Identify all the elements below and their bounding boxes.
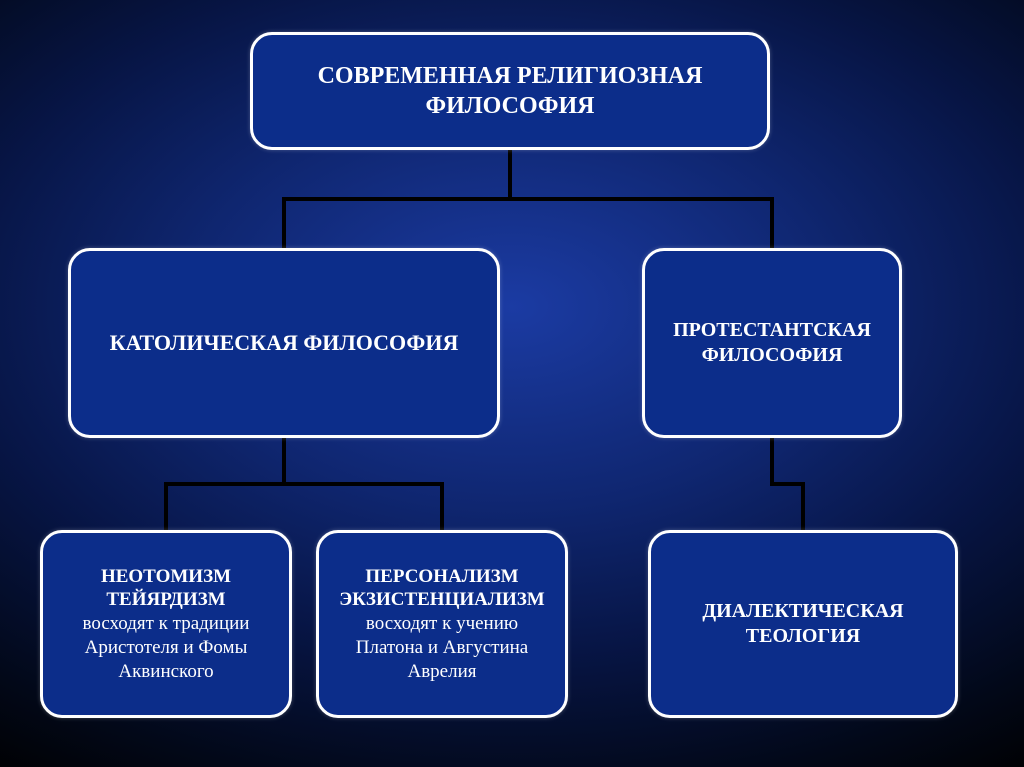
node-text-line: ПРОТЕСТАНТСКАЯ <box>673 318 871 343</box>
node-leaf2: ПЕРСОНАЛИЗМЭКЗИСТЕНЦИАЛИЗМвосходят к уче… <box>316 530 568 718</box>
node-text-line: ФИЛОСОФИЯ <box>702 343 843 368</box>
node-text-line: Аврелия <box>407 660 476 684</box>
connector-path <box>772 484 803 530</box>
node-text-line: ФИЛОСОФИЯ <box>425 91 594 121</box>
node-root: СОВРЕМЕННАЯ РЕЛИГИОЗНАЯФИЛОСОФИЯ <box>250 32 770 150</box>
node-text-line: НЕОТОМИЗМ <box>101 565 231 589</box>
node-text-line: ПЕРСОНАЛИЗМ <box>365 565 518 589</box>
node-leaf1: НЕОТОМИЗМТЕЙЯРДИЗМвосходят к традицииАри… <box>40 530 292 718</box>
node-text-line: ТЕЙЯРДИЗМ <box>106 588 225 612</box>
node-text-line: Аквинского <box>118 660 213 684</box>
node-text-line: Платона и Августина <box>356 636 528 660</box>
node-text-line: восходят к традиции <box>83 612 250 636</box>
node-text-line: ТЕОЛОГИЯ <box>746 624 860 649</box>
node-text-line: восходят к учению <box>366 612 518 636</box>
node-leaf3: ДИАЛЕКТИЧЕСКАЯТЕОЛОГИЯ <box>648 530 958 718</box>
node-text-line: ЭКЗИСТЕНЦИАЛИЗМ <box>339 588 545 612</box>
node-text-line: ДИАЛЕКТИЧЕСКАЯ <box>702 599 903 624</box>
node-text-line: Аристотеля и Фомы <box>85 636 248 660</box>
node-catholic: КАТОЛИЧЕСКАЯ ФИЛОСОФИЯ <box>68 248 500 438</box>
node-text-line: СОВРЕМЕННАЯ РЕЛИГИОЗНАЯ <box>318 61 703 91</box>
node-protestant: ПРОТЕСТАНТСКАЯФИЛОСОФИЯ <box>642 248 902 438</box>
node-text-line: КАТОЛИЧЕСКАЯ ФИЛОСОФИЯ <box>110 329 459 357</box>
